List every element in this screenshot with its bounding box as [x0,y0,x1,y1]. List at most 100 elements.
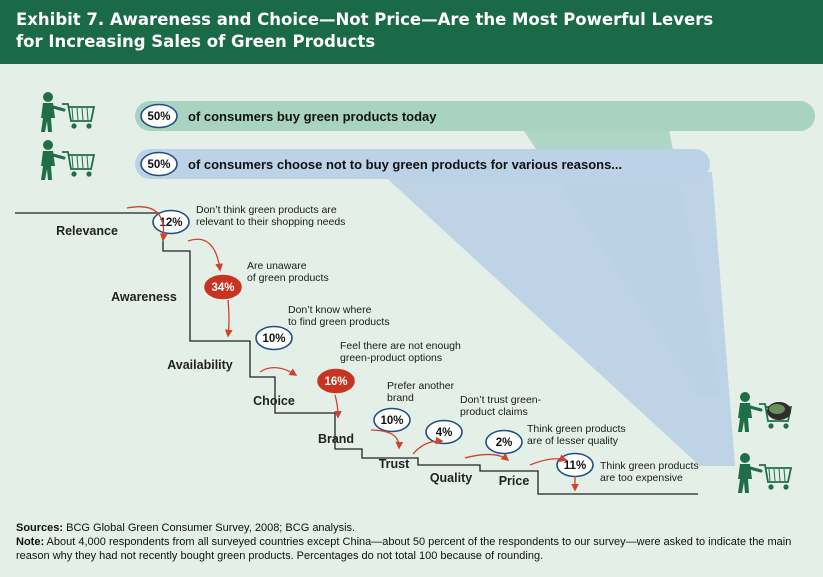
cart-wheel [71,171,77,177]
cart-grid-line [778,468,781,482]
shopper-arm [51,105,66,112]
cart-wheel [71,123,77,129]
step-category-label: Choice [253,394,295,408]
shopper-body [41,103,55,132]
step-category-label: Awareness [111,290,177,304]
flow-arrow [126,206,168,242]
step-reason-text: Don’t know where [288,304,372,316]
flow-arrow [370,429,404,450]
flow-arrow [529,454,568,466]
shopper-arm [51,153,66,160]
bands-layer: 50% of consumers buy green products today… [135,101,815,466]
shopper-body [738,403,752,432]
band-label: of consumers buy green products today [188,109,437,124]
shopper-with-full-cart-icon [738,392,793,432]
band-pct-badge [140,103,178,129]
note-text: About 4,000 respondents from all surveye… [16,536,792,562]
cart-grid-line [76,107,79,121]
shopper-with-empty-cart-icon [41,140,96,180]
step-value-label: 11% [564,460,586,472]
step-reason-text: are of lesser quality [527,435,619,447]
step-reason-text: Don’t trust green- [460,394,542,406]
cart-grid-line [783,468,786,482]
step-value-badge [255,325,293,351]
cart-frame [62,151,96,170]
icons-layer [41,92,793,493]
sources-line: Sources: BCG Global Green Consumer Surve… [16,521,811,535]
cart-wheel [783,423,789,429]
step-category-label: Quality [430,471,472,485]
shopper-head [740,392,750,402]
step-value-label: 12% [159,217,182,229]
step-value-badge [373,407,411,433]
shopper-head [43,92,53,102]
step-value-badge [425,419,463,445]
exhibit-header: Exhibit 7. Awareness and Choice—Not Pric… [0,0,823,64]
cart-grid-line [81,155,84,169]
barrier-waterfall-chart: 50% of consumers buy green products today… [15,92,815,495]
flow-arrow [187,238,224,272]
step-value-badge [152,209,190,235]
step-reason-text: product claims [460,406,528,418]
cart-wheel [768,423,774,429]
cart-grid-line [81,107,84,121]
cart-grid-line [86,107,89,121]
step-value-label: 10% [262,333,285,345]
cart-grid-line [71,155,74,169]
step-value-label: 2% [496,437,513,449]
step-value-label: 4% [436,427,453,439]
cart-frame [62,103,96,122]
cart-wheel [768,484,774,490]
cart-grid-line [76,155,79,169]
step-category-label: Price [499,474,530,488]
flow-arrow [464,453,510,461]
cart-frame [759,464,793,483]
step-reason-text: Are unaware [247,260,307,272]
sources-label: Sources: [16,522,64,534]
cart-wheel [86,123,92,129]
step-reason-text: of green products [247,272,329,284]
flow-arrow [412,436,444,455]
cart-grid-line [71,107,74,121]
cart-grid-line [768,468,771,482]
shopper-with-empty-cart-icon [41,92,96,132]
band-label: of consumers choose not to buy green pro… [188,157,622,172]
step-reason-text: brand [387,392,414,404]
step-value-badge [204,274,242,300]
step-reason-text: to find green products [288,316,390,328]
cart-grid-line [773,468,776,482]
exhibit-title-line-2: for Increasing Sales of Green Products [16,32,376,51]
green-band [135,101,815,131]
step-reason-text: Don’t think green products are [196,204,337,216]
shopper-body [738,464,752,493]
step-value-label: 10% [380,415,403,427]
step-reason-text: Think green products [527,423,626,435]
shopper-head [43,140,53,150]
flow-arrow [259,367,298,376]
step-category-label: Trust [379,457,410,471]
cart-goods-highlight [769,404,785,414]
cart-grid-line [86,155,89,169]
staircase-line [15,212,698,495]
note-label: Note: [16,536,45,548]
band-pct-label: 50% [147,111,170,123]
shopper-body [41,151,55,180]
blue-band [135,149,710,179]
cart-wheel [783,484,789,490]
flow-arrow [224,299,233,338]
step-reason-text: Think green products [600,460,699,472]
footer: Sources: BCG Global Green Consumer Surve… [16,521,811,563]
sources-text: BCG Global Green Consumer Survey, 2008; … [63,522,356,534]
shopper-arm [748,466,763,473]
note-line: Note: About 4,000 respondents from all s… [16,535,811,563]
step-reason-text: green-product options [340,352,442,364]
band-pct-badge [140,151,178,177]
step-value-label: 34% [211,282,234,294]
exhibit-title-line-1: Exhibit 7. Awareness and Choice—Not Pric… [16,10,714,29]
step-reason-text: are too expensive [600,472,683,484]
shopper-head [740,453,750,463]
blue-band-tail [380,172,735,466]
staircase-layer [15,212,698,495]
step-value-badge [317,368,355,394]
step-category-label: Brand [318,432,354,446]
